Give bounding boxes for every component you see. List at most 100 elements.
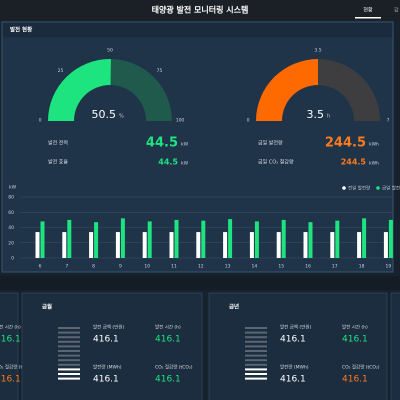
icon-bar [58, 377, 80, 380]
panel-header [2, 22, 393, 38]
metric-label: 발전 전력 [48, 140, 68, 147]
bar [196, 232, 201, 258]
icon-bar [245, 373, 267, 375]
bar [67, 219, 72, 258]
summary-value: 416.1 [280, 335, 306, 345]
icon-bar [58, 350, 80, 352]
bar [120, 218, 125, 258]
gauge-value: 3.5 [307, 108, 325, 121]
metric-value: 244.5 [341, 158, 367, 167]
summary-value: 416.1 [155, 335, 181, 345]
bar [308, 222, 313, 258]
gauge-tick-label: 3.5 [314, 48, 321, 54]
gauge-tick-label: 50 [107, 48, 113, 54]
bar [228, 219, 233, 258]
x-tick-label: 13 [225, 264, 231, 270]
summary-value: 416.1 [0, 375, 21, 385]
bar [276, 232, 281, 258]
gauge-tick-label: 0 [247, 118, 250, 124]
legend-label: 전일 발전량 [348, 185, 370, 192]
icon-bar [58, 359, 80, 362]
bar [254, 221, 259, 258]
x-tick-label: 8 [92, 264, 95, 270]
tab[interactable]: 현황 [363, 7, 373, 14]
app-title: 태양광 발전 모니터링 시스템 [152, 5, 249, 15]
x-tick-label: 16 [305, 264, 311, 270]
gauge-track [110, 59, 172, 121]
x-tick-label: 14 [252, 264, 258, 270]
summary-value: 416.1 [342, 335, 368, 345]
icon-bar [58, 340, 80, 343]
metric-value: 44.5 [146, 136, 178, 151]
metric-label: 금일 CO₂ 절감량 [258, 159, 294, 166]
panel-title: 발전 현황 [10, 26, 32, 34]
x-tick-label: 18 [359, 264, 365, 270]
bar [201, 220, 206, 258]
summary-label: CO₂ 절감량 (tCO₂) [342, 364, 380, 371]
icon-bar [58, 354, 80, 357]
summary-label: 발전 금액 (만원) [280, 324, 311, 331]
summary-label: 발전 시간 (h) [155, 324, 181, 331]
bar [115, 232, 120, 258]
x-tick-label: 7 [65, 264, 68, 270]
summary-panel [21, 292, 203, 400]
bar [35, 232, 40, 258]
y-tick-label: 40 [8, 225, 14, 231]
bar [174, 219, 179, 258]
icon-bar [58, 363, 80, 366]
metric-unit: kWh [369, 161, 379, 167]
summary-label: 발전량 (MWh) [280, 364, 309, 371]
x-tick-label: 9 [119, 264, 122, 270]
summary-value: 416.1 [93, 335, 119, 345]
summary-value: 416.1 [0, 335, 21, 345]
bar [147, 221, 152, 258]
gauge-fill [256, 59, 318, 121]
summary-title: 금월 [42, 303, 52, 311]
x-tick-label: 12 [198, 264, 204, 270]
summary-panel [390, 292, 400, 400]
divider [0, 276, 400, 290]
bar [281, 219, 286, 258]
y-tick-label: 20 [8, 240, 14, 246]
metric-value: 44.5 [158, 158, 178, 167]
bar [335, 220, 340, 258]
summary-title: 금년 [229, 303, 239, 311]
icon-bar [58, 368, 80, 371]
icon-bar [58, 345, 80, 348]
summary-label: CO₂ 절감량 (tCO₂) [0, 364, 33, 371]
summary-value: 416.1 [342, 375, 368, 385]
gauge-tick-label: 25 [58, 68, 64, 74]
icon-bar [58, 331, 80, 334]
tab[interactable]: 감 [394, 7, 399, 14]
x-tick-label: 10 [144, 264, 150, 270]
gauge-tick-label: 0 [39, 118, 42, 124]
bar [388, 219, 393, 258]
icon-bar [245, 377, 267, 380]
bar [169, 232, 174, 258]
bar [330, 232, 335, 258]
summary-label: 발전 금액 (만원) [93, 324, 124, 331]
gauge-unit: % [119, 114, 124, 120]
summary-label: CO₂ 절감량 (tCO₂) [155, 364, 193, 371]
bar [223, 232, 228, 258]
y-tick-label: 60 [8, 210, 14, 216]
bar [357, 232, 362, 258]
bar [142, 232, 147, 258]
x-tick-label: 19 [386, 264, 392, 270]
icon-bar [58, 336, 80, 339]
gauge-tick-label: 7 [387, 118, 390, 124]
tab-underline [355, 17, 381, 19]
gauge-fill [48, 59, 111, 121]
summary-value: 416.1 [93, 375, 119, 385]
gauge-tick-label: 100 [176, 118, 185, 124]
y-tick-label: 0 [11, 256, 14, 262]
metric-label: 발전 효율 [48, 159, 68, 166]
x-tick-label: 17 [332, 264, 338, 270]
summary-label: 발전 시간 (h) [0, 324, 21, 331]
bar [40, 221, 45, 258]
bar [89, 232, 94, 258]
icon-bar [245, 345, 267, 348]
metric-label: 금일 발전량 [258, 140, 283, 147]
icon-bar [245, 359, 267, 362]
